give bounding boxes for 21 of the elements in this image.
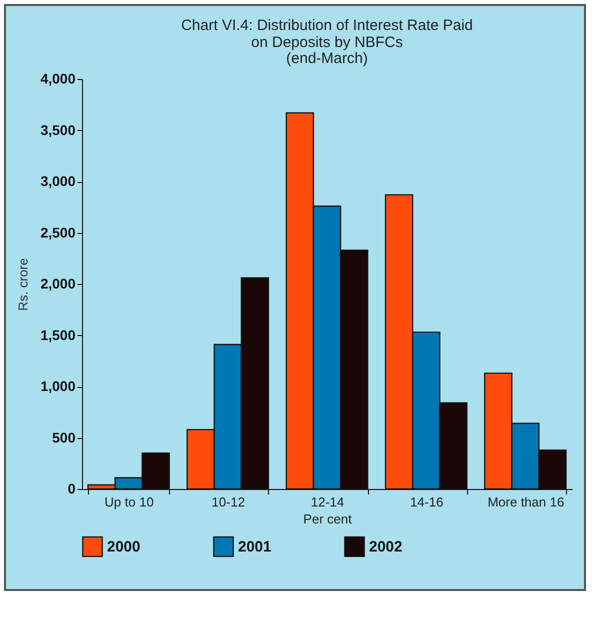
legend-label: 2002 [369,538,402,556]
x-tick-label: 14-16 [410,494,444,510]
y-tick-label: 3,000 [40,173,76,189]
y-tick-label: 0 [68,480,76,496]
y-tick-label: 2,500 [40,224,76,240]
y-tick-label: 2,000 [40,276,76,292]
x-tick-label: 12-14 [310,494,344,510]
y-tick-label: 1,000 [40,378,76,394]
y-tick-label: 3,500 [40,122,76,138]
y-tick-label: 500 [52,429,76,446]
y-tick-label: 4,000 [40,70,76,86]
x-tick-label: Up to 10 [104,494,154,510]
x-axis-title: Per cent [303,512,352,526]
y-tick-label: 1,500 [40,326,76,343]
legend-label: 2001 [238,538,272,556]
chart-title: Chart VI.4: Distribution of Interest Rate Paid on Deposits by NBFCs [181,17,473,51]
legend-label: 2000 [107,538,140,556]
y-axis-title: Rs. crore [15,258,30,311]
x-tick-label: 10-12 [212,494,245,510]
x-tick-label: More than 16 [488,494,564,510]
chart-subtitle: (end-March) [286,50,368,67]
